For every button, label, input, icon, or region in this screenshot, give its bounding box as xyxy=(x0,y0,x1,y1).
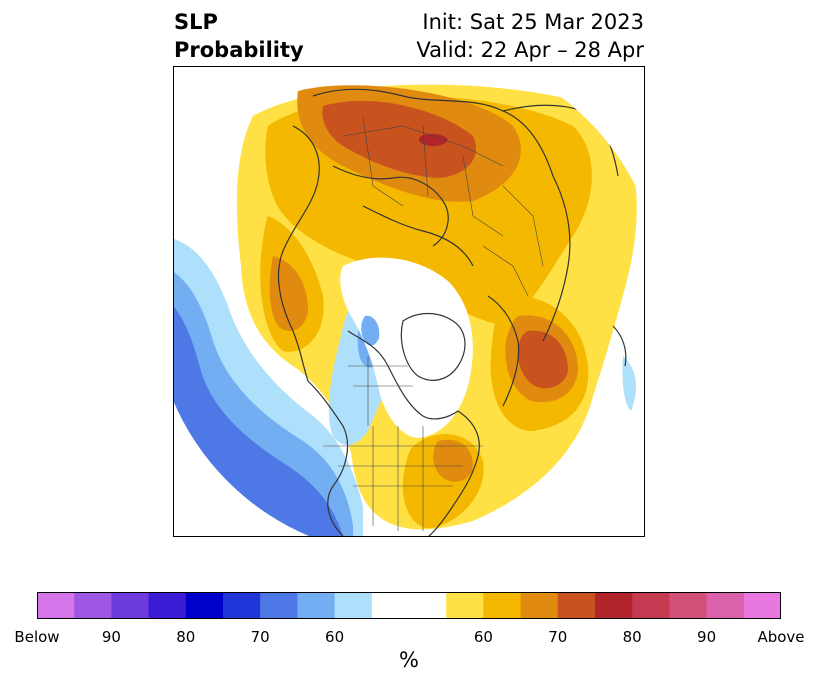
colorbar-tick-label: Above xyxy=(757,628,805,646)
map-title: SLP Probability xyxy=(174,8,304,64)
colorbar-tick-label: 80 xyxy=(176,628,196,646)
colorbar-tick-label: 60 xyxy=(325,628,345,646)
shade-ltblue-atlantic-edge xyxy=(622,356,637,411)
colorbar-swatch xyxy=(595,592,633,619)
colorbar-swatch xyxy=(297,592,336,619)
colorbar-swatch xyxy=(148,592,187,619)
shade-blue-pole xyxy=(361,315,380,346)
colorbar-swatch xyxy=(520,592,559,619)
coastlines xyxy=(277,88,627,537)
shade-red-max xyxy=(418,133,448,147)
colorbar-tick-label: Below xyxy=(14,628,60,646)
shade-dkorange-east xyxy=(517,330,568,389)
colorbar-swatch xyxy=(334,592,373,619)
colorbar-tick-label: 60 xyxy=(473,628,493,646)
colorbar-swatch xyxy=(632,592,670,619)
colorbar-swatch xyxy=(185,592,224,619)
colorbar-swatch xyxy=(446,592,484,619)
colorbar-tick-label: 70 xyxy=(548,628,568,646)
colorbar-swatch xyxy=(743,592,781,619)
colorbar-swatch xyxy=(260,592,298,619)
colorbar-swatch xyxy=(557,592,596,619)
probability-map xyxy=(173,66,645,537)
colorbar-frame xyxy=(37,592,781,619)
colorbar-unit: % xyxy=(399,648,419,672)
map-frame xyxy=(173,66,645,537)
colorbar-swatch xyxy=(74,592,112,619)
shade-orange-us xyxy=(433,439,473,482)
title-line-1: SLP xyxy=(174,10,218,34)
political-borders xyxy=(323,115,544,531)
colorbar-swatch xyxy=(111,592,150,619)
shade-white-pole xyxy=(340,257,473,438)
colorbar-swatch xyxy=(223,592,261,619)
shade-orange-west xyxy=(269,256,308,331)
shade-dkorange-north xyxy=(322,100,477,178)
title-line-2: Probability xyxy=(174,38,304,62)
init-date: Init: Sat 25 Mar 2023 xyxy=(422,10,644,34)
colorbar-swatch xyxy=(706,592,745,619)
valid-date: Valid: 22 Apr – 28 Apr xyxy=(416,38,644,62)
colorbar-tick-label: 90 xyxy=(697,628,717,646)
colorbar-swatch xyxy=(409,592,447,619)
colorbar-swatch xyxy=(669,592,708,619)
colorbar-swatch xyxy=(37,592,75,619)
colorbar-tick-label: 90 xyxy=(101,628,121,646)
colorbar-tick-label: 70 xyxy=(250,628,270,646)
colorbar-swatch xyxy=(371,592,410,619)
colorbar-swatch xyxy=(483,592,522,619)
colorbar xyxy=(37,592,781,619)
colorbar-tick-label: 80 xyxy=(622,628,642,646)
date-info: Init: Sat 25 Mar 2023 Valid: 22 Apr – 28… xyxy=(416,8,644,64)
